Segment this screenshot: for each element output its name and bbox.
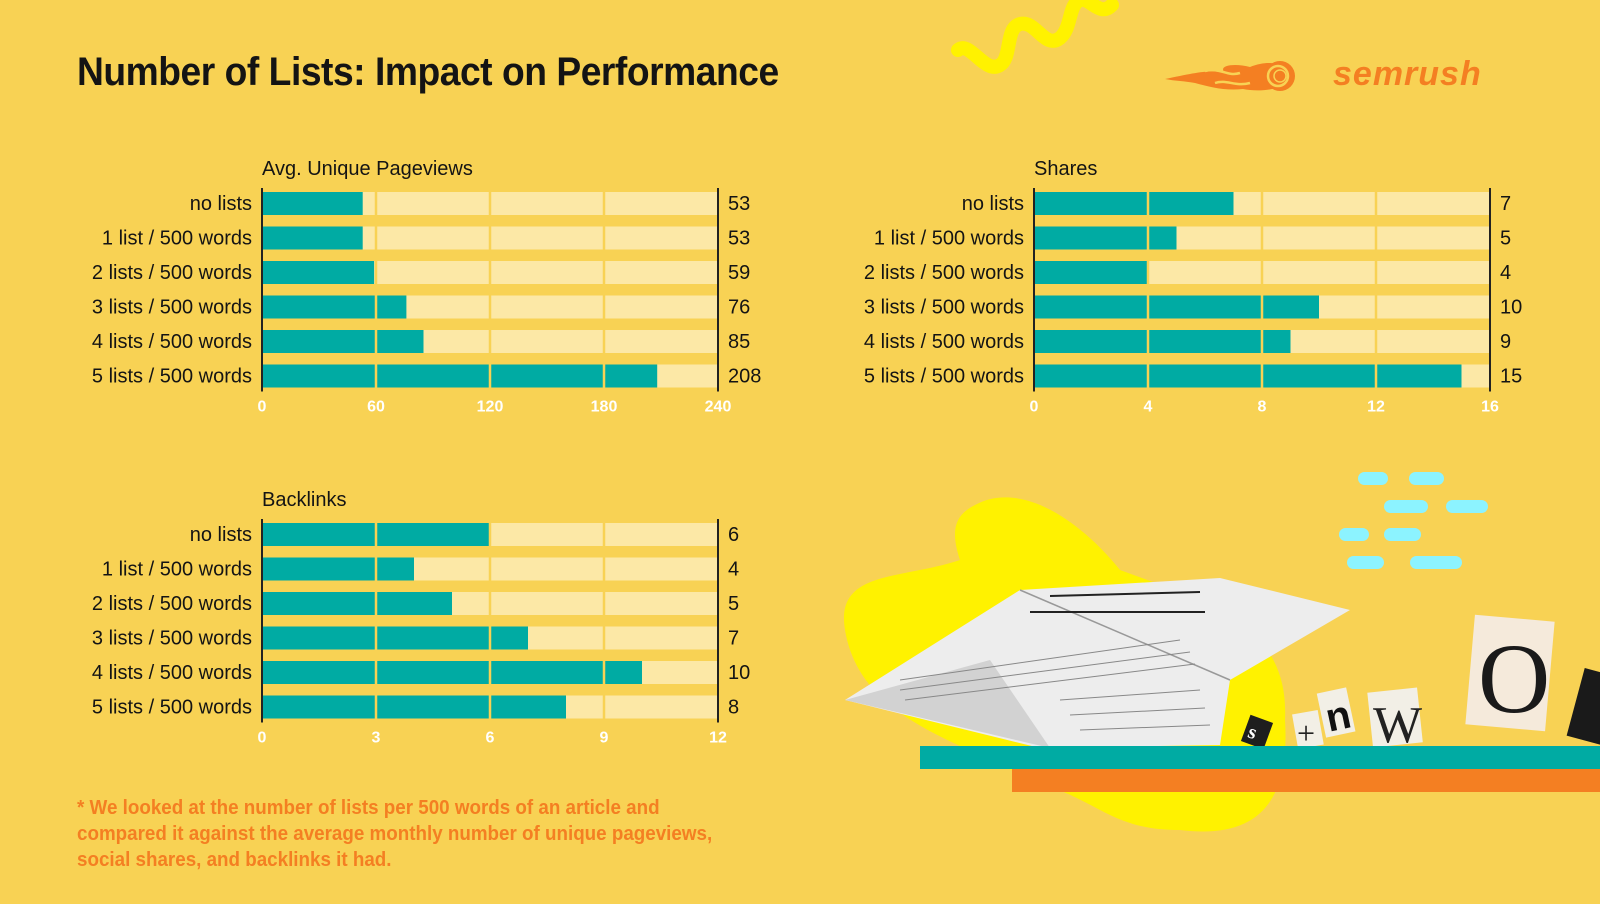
bar bbox=[262, 592, 452, 615]
tick-label: 16 bbox=[1481, 399, 1499, 416]
bar bbox=[262, 226, 363, 250]
tick-label: 12 bbox=[709, 730, 727, 747]
tick-label: 120 bbox=[477, 399, 504, 416]
ransom-letters: s + n W O bbox=[1240, 614, 1600, 754]
value-label: 5 bbox=[1500, 228, 1511, 250]
bar bbox=[262, 330, 424, 353]
bar bbox=[262, 661, 642, 684]
chart-title: Avg. Unique Pageviews bbox=[262, 158, 473, 180]
tick-label: 180 bbox=[591, 399, 618, 416]
svg-text:O: O bbox=[1478, 623, 1550, 734]
dash-decorations bbox=[1339, 472, 1488, 569]
value-label: 4 bbox=[728, 559, 739, 581]
bar bbox=[262, 295, 407, 319]
tick-label: 8 bbox=[1258, 399, 1267, 416]
tick-label: 9 bbox=[600, 730, 609, 747]
value-label: 10 bbox=[1500, 297, 1522, 319]
chart-0: Avg. Unique Pageviews no lists 53 1 list / … bbox=[92, 158, 761, 416]
svg-text:+: + bbox=[1297, 715, 1315, 751]
category-label: 4 lists / 500 words bbox=[92, 331, 252, 353]
tick-label: 12 bbox=[1367, 399, 1385, 416]
tick-label: 3 bbox=[372, 730, 381, 747]
tick-label: 0 bbox=[258, 399, 267, 416]
category-label: no lists bbox=[190, 524, 252, 546]
category-label: 5 lists / 500 words bbox=[92, 697, 252, 719]
value-label: 5 bbox=[728, 593, 739, 615]
value-label: 9 bbox=[1500, 331, 1511, 353]
tick-label: 240 bbox=[705, 399, 732, 416]
value-label: 208 bbox=[728, 366, 761, 388]
chart-title: Shares bbox=[1034, 158, 1097, 180]
tick-label: 60 bbox=[367, 399, 385, 416]
value-label: 53 bbox=[728, 228, 750, 250]
category-label: 4 lists / 500 words bbox=[864, 331, 1024, 353]
category-label: 5 lists / 500 words bbox=[864, 366, 1024, 388]
svg-text:W: W bbox=[1373, 697, 1422, 754]
tick-label: 4 bbox=[1144, 399, 1153, 416]
bar bbox=[1034, 261, 1148, 284]
category-label: 1 list / 500 words bbox=[874, 228, 1024, 250]
value-label: 59 bbox=[728, 262, 750, 284]
value-label: 76 bbox=[728, 297, 750, 319]
category-label: no lists bbox=[962, 193, 1024, 215]
tick-label: 0 bbox=[1030, 399, 1039, 416]
value-label: 4 bbox=[1500, 262, 1511, 284]
category-label: 1 list / 500 words bbox=[102, 228, 252, 250]
category-label: no lists bbox=[190, 193, 252, 215]
value-label: 7 bbox=[1500, 193, 1511, 215]
category-label: 4 lists / 500 words bbox=[92, 662, 252, 684]
bar bbox=[262, 261, 375, 284]
value-label: 10 bbox=[728, 662, 750, 684]
value-label: 53 bbox=[728, 193, 750, 215]
bar bbox=[1034, 226, 1177, 250]
bar bbox=[1034, 295, 1319, 319]
tick-label: 6 bbox=[486, 730, 495, 747]
bar bbox=[1034, 364, 1462, 388]
squiggle-decoration bbox=[951, 0, 1119, 74]
chart-1: Shares no lists 7 1 list / 500 words 5 2 list… bbox=[864, 158, 1522, 416]
value-label: 15 bbox=[1500, 366, 1522, 388]
chart-title: Backlinks bbox=[262, 489, 346, 511]
value-label: 7 bbox=[728, 628, 739, 650]
category-label: 2 lists / 500 words bbox=[864, 262, 1024, 284]
category-label: 2 lists / 500 words bbox=[92, 262, 252, 284]
value-label: 6 bbox=[728, 524, 739, 546]
category-label: 3 lists / 500 words bbox=[864, 297, 1024, 319]
paper-plane bbox=[845, 578, 1350, 748]
chart-2: Backlinks no lists 6 1 list / 500 words 4 2 l… bbox=[92, 489, 750, 747]
orange-stripe bbox=[1012, 769, 1600, 792]
bar bbox=[1034, 330, 1291, 353]
footnote: * We looked at the number of lists per 5… bbox=[77, 797, 713, 871]
semrush-wordmark: semrush bbox=[1333, 55, 1482, 93]
bar bbox=[262, 192, 363, 215]
semrush-logo: semrush bbox=[1165, 55, 1525, 100]
value-label: 8 bbox=[728, 697, 739, 719]
bar bbox=[262, 626, 528, 650]
category-label: 1 list / 500 words bbox=[102, 559, 252, 581]
category-label: 3 lists / 500 words bbox=[92, 297, 252, 319]
page-title: Number of Lists: Impact on Performance bbox=[77, 50, 779, 94]
value-label: 85 bbox=[728, 331, 750, 353]
tick-label: 0 bbox=[258, 730, 267, 747]
category-label: 3 lists / 500 words bbox=[92, 628, 252, 650]
semrush-fireball-icon bbox=[1165, 61, 1295, 91]
category-label: 5 lists / 500 words bbox=[92, 366, 252, 388]
teal-stripe bbox=[920, 746, 1600, 769]
category-label: 2 lists / 500 words bbox=[92, 593, 252, 615]
bar bbox=[262, 364, 658, 388]
bar bbox=[1034, 192, 1234, 215]
